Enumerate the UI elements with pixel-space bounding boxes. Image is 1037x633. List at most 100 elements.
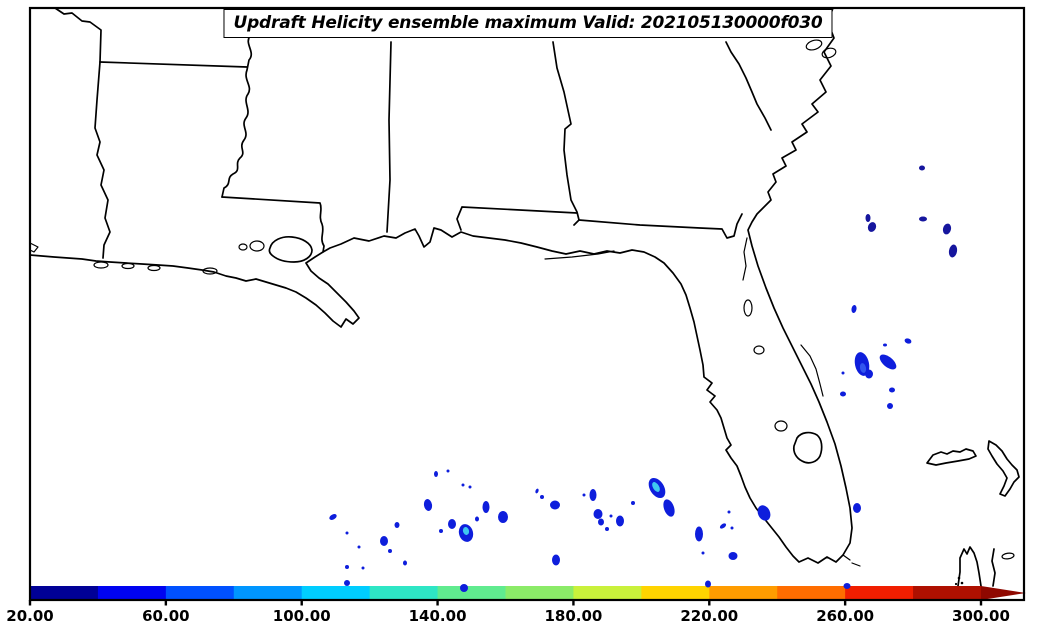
- colorbar-segment: [369, 586, 439, 600]
- colorbar-segment: [913, 586, 982, 600]
- colorbar-segment: [845, 586, 914, 600]
- uh-blob: [589, 489, 597, 501]
- colorbar-labels: 20.00 60.00 100.00 140.00 180.00 220.00 260.00…: [6, 607, 1010, 625]
- uh-blob: [851, 305, 857, 313]
- colorbar-segment: [777, 586, 846, 600]
- uh-blob: [460, 584, 468, 592]
- uh-blob: [616, 515, 624, 527]
- colorbar-segment: [505, 586, 575, 600]
- colorbar-segment: [97, 586, 167, 600]
- uh-blob: [757, 505, 771, 521]
- colorbar-segment: [641, 586, 710, 600]
- uh-blob: [329, 514, 337, 520]
- coastal-island: [805, 39, 823, 51]
- lakes-and-islands: [93, 39, 1020, 587]
- plot-title: Updraft Helicity ensemble maximum Valid:…: [223, 9, 833, 38]
- uh-blob: [540, 495, 544, 499]
- colorbar-segment: [301, 586, 371, 600]
- colorbar-segment: [437, 586, 507, 600]
- uh-blob: [865, 369, 873, 379]
- colorbar-tick-label: 100.00: [273, 607, 331, 625]
- uh-blob: [434, 471, 438, 477]
- uh-blob: [380, 536, 388, 546]
- colorbar-tick-label: 300.00: [952, 607, 1010, 625]
- uh-blob: [652, 482, 660, 492]
- uh-blob: [730, 526, 734, 530]
- uh-blob: [948, 244, 958, 258]
- uh-blob: [468, 485, 472, 489]
- lake-george: [743, 299, 753, 317]
- state-borders: [54, 7, 772, 259]
- uh-blob: [394, 522, 400, 528]
- uh-blob: [361, 566, 365, 570]
- map-frame: [28, 6, 1026, 602]
- uh-blob: [887, 403, 893, 409]
- abaco-island: [987, 440, 1020, 497]
- uh-blob: [865, 214, 871, 222]
- colorbar-overflow-arrow: [981, 586, 1026, 600]
- colorbar-segment: [709, 586, 778, 600]
- uh-blob: [446, 469, 450, 473]
- colorbar-tick-label: 220.00: [680, 607, 738, 625]
- colorbar-segment: [165, 586, 235, 600]
- uh-blob: [663, 499, 675, 517]
- colorbar-tick-label: 20.00: [6, 607, 53, 625]
- uh-blob: [482, 501, 490, 513]
- uh-blob: [448, 519, 456, 529]
- lake-maurepas: [249, 240, 265, 252]
- uh-blob: [462, 527, 470, 535]
- uh-blob: [550, 500, 560, 510]
- uh-blob: [344, 580, 350, 586]
- updraft-helicity-blobs: [329, 165, 958, 592]
- uh-blob: [841, 371, 845, 375]
- uh-blob: [942, 223, 952, 235]
- colorbar-tick-label: 180.00: [544, 607, 602, 625]
- grand-bahama-island: [926, 448, 977, 466]
- uh-blob: [695, 526, 703, 542]
- uh-blob: [423, 499, 433, 511]
- uh-blob: [631, 501, 635, 505]
- colorbar-segment: [573, 586, 642, 600]
- uh-blob: [403, 560, 407, 566]
- lake-pontchartrain: [268, 236, 313, 263]
- uh-blob: [598, 518, 604, 526]
- uh-blob: [701, 551, 705, 555]
- uh-blob: [439, 529, 443, 533]
- uh-blob: [609, 514, 613, 518]
- uh-blob: [883, 343, 887, 347]
- uh-blob: [461, 483, 465, 487]
- uh-blob: [904, 338, 912, 344]
- uh-blob: [593, 509, 603, 519]
- colorbar-tick-label: 260.00: [816, 607, 874, 625]
- uh-blob: [867, 222, 877, 232]
- uh-blob: [879, 354, 897, 370]
- uh-blob: [727, 510, 731, 514]
- colorbar: [30, 586, 1026, 600]
- uh-blob: [889, 387, 895, 393]
- uh-blob: [535, 488, 539, 494]
- colorbar-tick-label: 140.00: [409, 607, 467, 625]
- uh-blob: [475, 516, 479, 522]
- lake-okeechobee: [792, 431, 823, 464]
- uh-blob: [919, 216, 927, 222]
- cuba-coastline: [954, 546, 1015, 587]
- coastal-island: [821, 47, 837, 59]
- uh-blob: [552, 554, 560, 566]
- uh-blob: [719, 523, 727, 529]
- uh-blob: [498, 511, 508, 523]
- uh-blob: [853, 503, 861, 513]
- uh-blob: [919, 165, 925, 171]
- uh-blob: [357, 545, 361, 549]
- uh-blob: [388, 549, 392, 553]
- uh-blob: [728, 552, 738, 560]
- uh-blob: [345, 565, 349, 569]
- uh-blob: [605, 527, 609, 531]
- uh-blob: [840, 391, 846, 397]
- uh-blob: [582, 493, 586, 497]
- uh-blob: [345, 531, 349, 535]
- colorbar-segment: [233, 586, 303, 600]
- coastline: [29, 7, 861, 567]
- uh-blob: [705, 580, 711, 588]
